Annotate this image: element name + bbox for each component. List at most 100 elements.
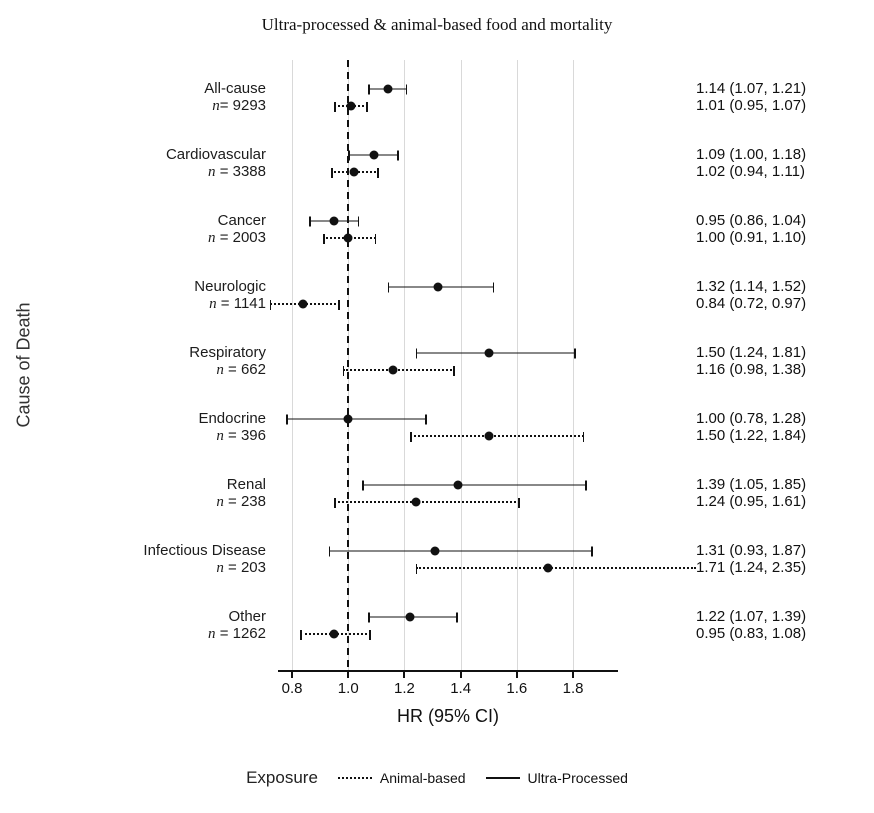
y-axis: Cause of Death <box>0 60 48 670</box>
point-estimate-animal-based <box>543 563 553 572</box>
hr-value-ultra-processed: 0.95 (0.86, 1.04) <box>696 212 807 229</box>
forest-row <box>278 278 618 295</box>
point-estimate-ultra-processed <box>405 612 415 621</box>
legend-items: Animal-based Ultra-Processed <box>337 770 628 786</box>
tick-mark <box>403 672 406 678</box>
forest-block <box>278 146 618 212</box>
category-block: Endocrine n = 396 <box>48 410 266 476</box>
plot-body: Cause of Death All-cause n= 9293 Cardiovas… <box>0 60 874 670</box>
hr-value-block: 1.09 (1.00, 1.18) 1.02 (0.94, 1.11) <box>696 146 874 212</box>
hr-value-animal-based: 1.24 (0.95, 1.61) <box>696 493 807 510</box>
point-estimate-animal-based <box>484 431 494 440</box>
forest-row <box>278 493 618 510</box>
hr-value-ultra-processed: 1.39 (1.05, 1.85) <box>696 476 807 493</box>
forest-row <box>278 344 618 361</box>
forest-block <box>278 608 618 674</box>
point-estimate-animal-based <box>298 299 308 308</box>
x-axis: 0.8 1.0 1.2 1.4 1.6 1.8 HR (95% CI) <box>0 670 874 744</box>
legend-line-solid <box>485 777 520 779</box>
legend: Exposure Animal-based Ultra-Processed <box>0 768 874 788</box>
ci-bar-ultra-processed <box>286 414 428 424</box>
grid-line <box>404 60 406 670</box>
point-estimate-animal-based <box>411 497 421 506</box>
point-estimate-animal-based <box>349 167 359 176</box>
grid-line <box>292 60 294 670</box>
hr-value-ultra-processed: 1.14 (1.07, 1.21) <box>696 80 807 97</box>
cause-label: Cardiovascular <box>165 146 266 163</box>
n-label: n = 1262 <box>208 625 266 642</box>
hr-value-block: 1.00 (0.78, 1.28) 1.50 (1.22, 1.84) <box>696 410 874 476</box>
cause-label: Endocrine <box>198 410 266 427</box>
category-block: Respiratory n = 662 <box>48 344 266 410</box>
hr-value-ultra-processed: 1.32 (1.14, 1.52) <box>696 278 807 295</box>
category-block: Neurologic n = 1141 <box>48 278 266 344</box>
grid-line <box>573 60 575 670</box>
hr-values-column: 1.14 (1.07, 1.21) 1.01 (0.95, 1.07) 1.09 (… <box>618 60 874 670</box>
hr-value-ultra-processed: 1.50 (1.24, 1.81) <box>696 344 807 361</box>
tick-label: 0.8 <box>281 680 303 697</box>
tick-mark <box>515 672 518 678</box>
ci-bar-animal-based <box>342 365 456 376</box>
point-estimate-ultra-processed <box>453 480 463 489</box>
tick-mark <box>459 672 462 678</box>
forest-block <box>278 410 618 476</box>
ci-bar-ultra-processed <box>415 348 576 358</box>
point-estimate-animal-based <box>388 365 398 374</box>
tick-label: 1.2 <box>394 680 415 697</box>
forest-row <box>278 476 618 493</box>
cause-label: Respiratory <box>189 344 266 361</box>
forest-row <box>269 295 618 312</box>
reference-line <box>347 60 350 670</box>
ci-bar-animal-based <box>410 431 585 442</box>
hr-value-animal-based: 1.50 (1.22, 1.84) <box>696 427 807 444</box>
tick-label: 1.0 <box>337 680 359 697</box>
forest-row <box>278 410 618 427</box>
hr-value-ultra-processed: 1.00 (0.78, 1.28) <box>696 410 807 427</box>
point-estimate-ultra-processed <box>484 348 494 357</box>
category-labels-column: All-cause n= 9293 Cardiovascular n = 3388 Ca… <box>48 60 278 670</box>
n-label: n = 2003 <box>208 229 266 246</box>
legend-item: Animal-based <box>337 770 466 786</box>
ci-bar-animal-based <box>334 497 521 508</box>
hr-value-block: 1.14 (1.07, 1.21) 1.01 (0.95, 1.07) <box>696 80 874 146</box>
forest-block <box>278 542 697 608</box>
legend-label: Animal-based <box>379 770 466 786</box>
forest-row <box>278 212 618 229</box>
point-estimate-animal-based <box>343 233 353 242</box>
cause-label: Other <box>228 608 266 625</box>
category-block: Cardiovascular n = 3388 <box>48 146 266 212</box>
cause-label: All-cause <box>204 80 266 97</box>
hr-value-animal-based: 1.16 (0.98, 1.38) <box>696 361 807 378</box>
forest-block <box>278 80 618 146</box>
legend-title: Exposure <box>246 768 318 787</box>
category-block: Renal n = 238 <box>48 476 266 542</box>
cause-label: Neurologic <box>194 278 266 295</box>
ci-bar-ultra-processed <box>362 480 588 490</box>
hr-value-ultra-processed: 1.31 (0.93, 1.87) <box>696 542 807 559</box>
forest-block <box>269 278 618 344</box>
category-block: Cancer n = 2003 <box>48 212 266 278</box>
point-estimate-animal-based <box>329 629 339 638</box>
hr-value-block: 1.22 (1.07, 1.39) 0.95 (0.83, 1.08) <box>696 608 874 674</box>
cause-label: Renal <box>226 476 266 493</box>
chart-title: Ultra-processed & animal-based food and … <box>261 15 613 34</box>
hr-value-block: 1.50 (1.24, 1.81) 1.16 (0.98, 1.38) <box>696 344 874 410</box>
hr-value-ultra-processed: 1.09 (1.00, 1.18) <box>696 146 807 163</box>
hr-value-animal-based: 1.01 (0.95, 1.07) <box>696 97 807 114</box>
plot-area <box>269 60 697 670</box>
x-axis-title: HR (95% CI) <box>396 706 499 726</box>
tick-mark <box>572 672 575 678</box>
grid-line <box>516 60 518 670</box>
forest-row <box>278 542 618 559</box>
n-label: n= 9293 <box>212 97 266 114</box>
hr-value-animal-based: 0.84 (0.72, 0.97) <box>696 295 807 312</box>
forest-row <box>278 80 618 97</box>
legend-line-dotted <box>337 777 372 779</box>
point-estimate-ultra-processed <box>369 150 379 159</box>
legend-item: Ultra-Processed <box>485 770 628 786</box>
y-axis-label: Cause of Death <box>13 302 34 428</box>
cause-label: Cancer <box>217 212 266 229</box>
hr-value-block: 1.32 (1.14, 1.52) 0.84 (0.72, 0.97) <box>696 278 874 344</box>
point-estimate-ultra-processed <box>383 84 393 93</box>
